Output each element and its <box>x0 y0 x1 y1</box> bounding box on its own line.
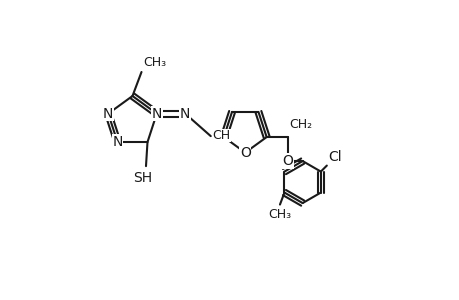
Text: N: N <box>103 106 113 121</box>
Text: N: N <box>151 106 162 121</box>
Text: CH₃: CH₃ <box>143 56 166 69</box>
Text: N: N <box>179 106 190 121</box>
Text: N: N <box>112 135 123 149</box>
Text: CH₂: CH₂ <box>289 118 312 131</box>
Text: O: O <box>282 154 292 168</box>
Text: CH₃: CH₃ <box>268 208 291 220</box>
Text: SH: SH <box>133 171 152 184</box>
Text: CH: CH <box>212 129 230 142</box>
Text: Cl: Cl <box>328 150 341 164</box>
Text: O: O <box>239 146 250 160</box>
